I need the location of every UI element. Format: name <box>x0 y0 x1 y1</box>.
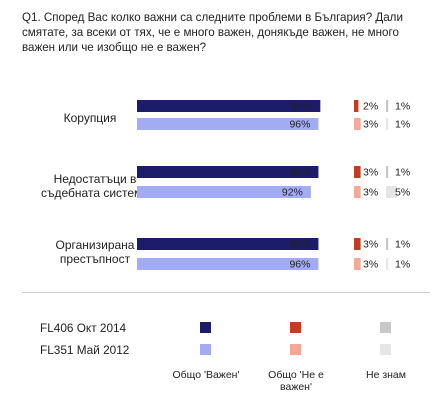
bar-important-2014 <box>137 238 319 250</box>
bar-important-2012 <box>137 186 311 198</box>
legend-label-line: Не знам <box>365 369 406 381</box>
data-label-not-important-2014: 3% <box>363 239 378 251</box>
data-label-dont-know-2014: 1% <box>395 239 410 251</box>
data-label-not-important-2012: 3% <box>363 187 378 199</box>
bar-not-important-2012 <box>354 186 361 198</box>
legend-swatch-dont-know-2012 <box>380 344 391 355</box>
bar-chart: 97% 2% 1% 96% 3% 1% 96% 3% 1% 92% 3% 5% 96% 3% 1% 96% 3%… <box>137 100 410 271</box>
legend-divider <box>22 292 430 293</box>
data-label-not-important-2012: 3% <box>363 259 378 271</box>
legend-swatch-important-2014 <box>200 322 211 333</box>
data-label-important-2012: 92% <box>282 187 303 199</box>
bar-important-2014 <box>137 100 321 112</box>
bar-important-2014 <box>137 166 319 178</box>
legend-series-2012: FL351 Май 2012 <box>40 343 130 357</box>
legend-swatch-not-important-2012 <box>290 344 301 355</box>
legend-label-line: Общо 'Не е <box>268 369 324 381</box>
bar-not-important-2012 <box>354 258 361 270</box>
bar-dont-know-2012 <box>386 258 389 270</box>
data-label-not-important-2014: 2% <box>363 101 378 113</box>
data-label-not-important-2012: 3% <box>363 119 378 131</box>
data-label-important-2012: 96% <box>289 259 310 271</box>
data-label-dont-know-2012: 1% <box>395 259 410 271</box>
legend-label-line: Общо 'Важен' <box>172 369 240 381</box>
data-label-dont-know-2012: 1% <box>395 119 410 131</box>
category-label-line: Организирана <box>55 238 135 252</box>
data-label-dont-know-2012: 5% <box>395 187 410 199</box>
data-label-dont-know-2014: 1% <box>395 167 410 179</box>
bar-dont-know-2014 <box>386 100 389 112</box>
data-label-important-2014: 96% <box>289 167 310 179</box>
legend-label-important: Общо 'Важен' <box>166 369 246 381</box>
bar-not-important-2012 <box>354 118 361 130</box>
data-label-dont-know-2014: 1% <box>395 101 410 113</box>
question-text: Q1. Според Вас колко важни са следните п… <box>22 11 403 54</box>
legend-swatch-not-important-2014 <box>290 322 301 333</box>
legend-label-dont-know: Не знам <box>346 369 426 381</box>
legend-label-not-important: Общо 'Не е важен' <box>256 369 336 393</box>
legend-swatch-important-2012 <box>200 344 211 355</box>
legend-swatch-dont-know-2014 <box>380 322 391 333</box>
bar-dont-know-2014 <box>386 166 389 178</box>
bar-not-important-2014 <box>354 100 359 112</box>
data-label-important-2014: 96% <box>289 239 310 251</box>
bar-not-important-2014 <box>354 238 361 250</box>
category-label-organised-crime: Организирана престъпност <box>40 238 150 266</box>
legend-label-line: важен' <box>280 381 312 393</box>
data-label-important-2012: 96% <box>289 119 310 131</box>
legend-series-2014: FL406 Окт 2014 <box>40 321 127 335</box>
bar-important-2012 <box>137 258 319 270</box>
bar-important-2012 <box>137 118 319 130</box>
bar-dont-know-2012 <box>386 186 397 198</box>
category-label-line: Недостатъци в <box>53 172 137 186</box>
category-label-corruption: Корупция <box>40 111 140 125</box>
bar-dont-know-2012 <box>386 118 389 130</box>
data-label-important-2014: 97% <box>291 101 312 113</box>
data-label-not-important-2014: 3% <box>363 167 378 179</box>
bar-dont-know-2014 <box>386 238 389 250</box>
category-label-line: съдебната система <box>41 186 149 200</box>
bar-not-important-2014 <box>354 166 361 178</box>
category-label-line: престъпност <box>59 252 131 266</box>
category-label-judicial: Недостатъци в съдебната система <box>30 172 160 200</box>
category-label-line: Корупция <box>63 111 117 125</box>
